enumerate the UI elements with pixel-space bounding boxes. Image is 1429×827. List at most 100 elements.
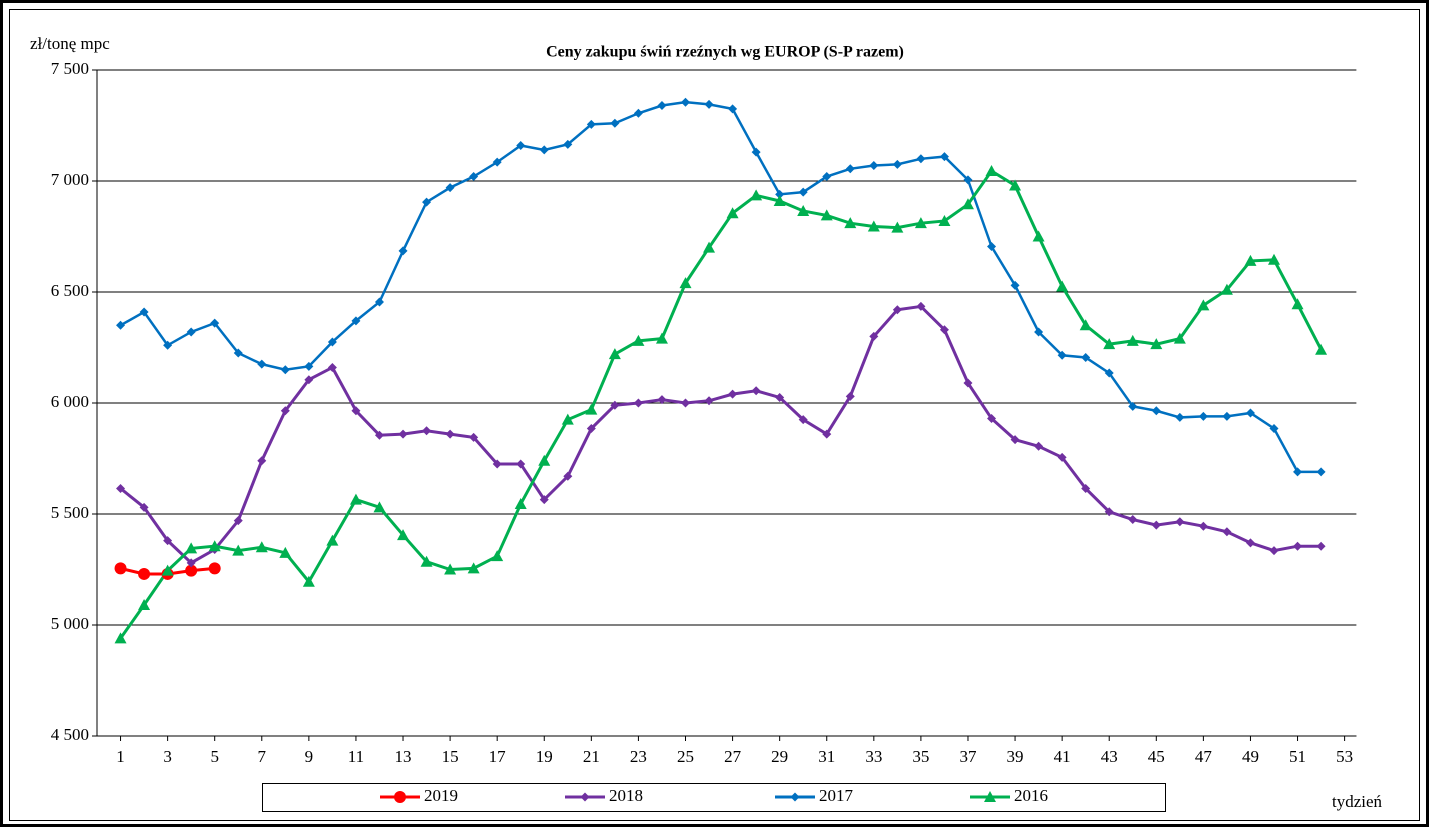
marker xyxy=(963,378,973,388)
x-tick-label: 33 xyxy=(865,747,882,766)
marker xyxy=(938,214,951,226)
marker xyxy=(1198,521,1208,531)
marker xyxy=(349,493,362,505)
marker xyxy=(1081,352,1091,362)
marker xyxy=(422,197,432,207)
marker xyxy=(539,145,549,155)
marker xyxy=(1175,517,1185,527)
marker xyxy=(916,154,926,164)
marker xyxy=(1291,298,1304,310)
marker xyxy=(775,392,785,402)
marker xyxy=(608,348,621,360)
marker xyxy=(657,101,667,111)
marker xyxy=(116,320,126,330)
marker xyxy=(1244,254,1257,266)
marker xyxy=(327,337,337,347)
series-line xyxy=(119,168,1323,640)
marker xyxy=(1316,467,1326,477)
x-tick-label: 35 xyxy=(912,747,929,766)
series-line xyxy=(119,304,1322,565)
marker xyxy=(302,575,315,587)
marker xyxy=(633,398,643,408)
marker xyxy=(327,362,337,372)
marker xyxy=(1056,280,1069,292)
marker xyxy=(469,172,479,182)
x-tick-label: 25 xyxy=(677,747,694,766)
x-axis-label: tydzień xyxy=(1332,792,1383,811)
marker xyxy=(163,340,173,350)
marker xyxy=(280,365,290,375)
marker xyxy=(445,183,455,193)
marker xyxy=(210,318,220,328)
marker xyxy=(939,152,949,162)
marker xyxy=(798,415,808,425)
x-tick-label: 27 xyxy=(724,747,742,766)
marker xyxy=(326,534,339,546)
marker xyxy=(939,325,949,335)
marker xyxy=(1220,283,1233,295)
marker xyxy=(822,429,832,439)
marker xyxy=(987,414,997,424)
x-tick-label: 17 xyxy=(489,747,507,766)
marker xyxy=(633,108,643,118)
marker xyxy=(139,502,149,512)
marker xyxy=(374,430,384,440)
marker xyxy=(516,140,526,150)
marker xyxy=(820,209,833,221)
marker xyxy=(751,386,761,396)
marker xyxy=(726,207,739,219)
legend-label: 2017 xyxy=(819,786,854,805)
marker xyxy=(1197,299,1210,311)
marker xyxy=(1151,406,1161,416)
marker xyxy=(845,391,855,401)
series-line xyxy=(119,100,1322,474)
marker xyxy=(422,426,432,436)
marker xyxy=(373,501,386,513)
marker xyxy=(751,147,761,157)
marker xyxy=(728,104,738,114)
marker xyxy=(1151,520,1161,530)
marker xyxy=(492,157,502,167)
legend-marker xyxy=(394,791,406,803)
marker xyxy=(1293,541,1303,551)
marker xyxy=(963,175,973,185)
marker xyxy=(1034,441,1044,451)
x-tick-label: 3 xyxy=(163,747,172,766)
x-tick-label: 49 xyxy=(1242,747,1259,766)
marker xyxy=(1009,179,1022,191)
marker xyxy=(351,316,361,326)
marker xyxy=(679,277,692,289)
marker xyxy=(610,400,620,410)
marker xyxy=(586,424,596,434)
marker xyxy=(985,165,998,177)
marker xyxy=(561,413,574,425)
marker xyxy=(539,495,549,505)
marker xyxy=(914,217,927,229)
marker xyxy=(1245,538,1255,548)
x-tick-label: 43 xyxy=(1101,747,1118,766)
marker xyxy=(467,562,480,574)
marker xyxy=(398,429,408,439)
marker xyxy=(1222,527,1232,537)
marker xyxy=(1103,338,1116,350)
marker xyxy=(114,632,127,644)
marker xyxy=(538,454,551,466)
marker xyxy=(728,389,738,399)
marker xyxy=(186,558,196,568)
marker xyxy=(1128,401,1138,411)
marker xyxy=(491,550,504,562)
marker xyxy=(1268,253,1280,265)
x-tick-label: 29 xyxy=(771,747,788,766)
inner-frame xyxy=(9,9,1420,821)
marker xyxy=(138,599,151,611)
marker xyxy=(1034,327,1044,337)
marker xyxy=(1057,452,1067,462)
marker xyxy=(1057,350,1067,360)
marker xyxy=(987,241,997,251)
marker xyxy=(703,241,716,253)
x-tick-label: 9 xyxy=(305,747,314,766)
x-tick-label: 39 xyxy=(1007,747,1024,766)
legend-label: 2018 xyxy=(609,786,643,805)
